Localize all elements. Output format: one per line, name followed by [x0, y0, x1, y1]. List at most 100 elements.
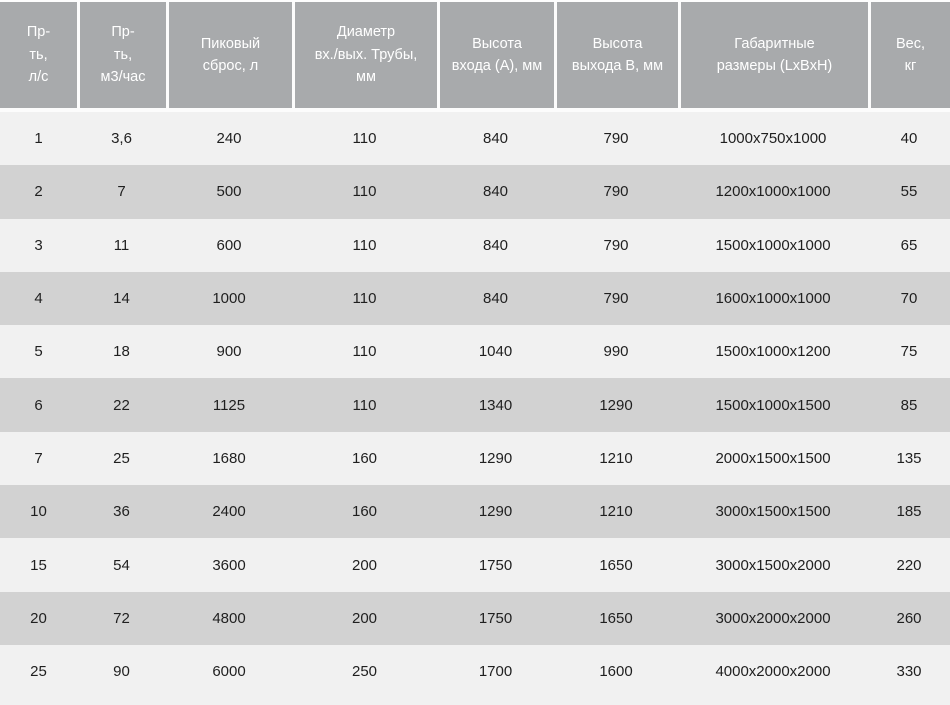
table-row: 7 25 1680 160 1290 1210 2000x1500x1500 135	[0, 431, 950, 486]
cell: 990	[603, 343, 629, 361]
cell: 55	[900, 183, 918, 201]
cell: 1210	[599, 449, 633, 467]
cell: 185	[896, 503, 922, 521]
cell: 330	[896, 663, 922, 681]
cell: 85	[900, 396, 918, 414]
cell: 2000x1500x1500	[715, 449, 831, 467]
cell: 1125	[212, 396, 246, 414]
cell: 1680	[212, 449, 246, 467]
header-cell-6: Габаритные размеры (LxBxH)	[678, 2, 868, 108]
table-row: 6 22 1125 110 1340 1290 1500x1000x1500 85	[0, 378, 950, 432]
cell: 5	[34, 343, 43, 361]
cell: 900	[216, 343, 242, 361]
table-row: 3 11 600 110 840 790 1500x1000x1000 65	[0, 218, 950, 272]
cell: 240	[216, 130, 242, 148]
table-body: 1 3,6 240 110 840 790 1000x750x1000 40 2 7 500 110 8…	[0, 112, 950, 705]
cell: 840	[482, 236, 509, 254]
cell: 110	[352, 130, 377, 148]
header-cell-3: Диаметр вх./вых. Трубы, мм	[292, 2, 437, 108]
cell: 790	[603, 236, 629, 254]
cell: 3000x2000x2000	[715, 609, 831, 627]
cell: 10	[30, 503, 47, 521]
table-row: 1 3,6 240 110 840 790 1000x750x1000 40	[0, 112, 950, 166]
table-row: 15 54 3600 200 1750 1650 3000x1500x2000 220	[0, 538, 950, 592]
cell: 25	[113, 449, 130, 467]
header-cell-5: Высота выхода В, мм	[554, 2, 678, 108]
cell: 7	[117, 183, 126, 201]
cell: 14	[113, 290, 130, 308]
cell: 110	[352, 290, 377, 308]
cell: 1000	[212, 290, 246, 308]
cell: 25	[30, 663, 47, 681]
cell: 110	[352, 343, 377, 361]
header-cell-1: Пр- ть, м3/час	[77, 2, 166, 108]
cell: 4800	[212, 609, 246, 627]
cell: 2	[34, 183, 43, 201]
cell: 3000x1500x2000	[715, 556, 831, 574]
cell: 110	[352, 183, 377, 201]
cell: 260	[896, 609, 922, 627]
table-header-row: Пр- ть, л/с Пр- ть, м3/час Пиковый сброс, …	[0, 2, 950, 108]
cell: 600	[216, 236, 242, 254]
cell: 840	[482, 183, 509, 201]
table-row: 5 18 900 110 1040 990 1500x1000x1200 75	[0, 325, 950, 379]
cell: 70	[900, 290, 918, 308]
cell: 200	[351, 556, 378, 574]
cell: 3	[34, 236, 43, 254]
cell: 2400	[212, 503, 246, 521]
cell: 3000x1500x1500	[715, 503, 831, 521]
cell: 11	[113, 236, 130, 254]
table-row: 10 36 2400 160 1290 1210 3000x1500x1500 185	[0, 485, 950, 539]
cell: 22	[113, 396, 130, 414]
cell: 15	[30, 556, 47, 574]
cell: 1000x750x1000	[719, 130, 827, 148]
cell: 790	[603, 290, 629, 308]
cell: 1650	[599, 556, 633, 574]
cell: 75	[900, 343, 918, 361]
cell: 1500x1000x1200	[715, 343, 831, 361]
cell: 840	[482, 290, 509, 308]
header-cell-4: Высота входа (А), мм	[437, 2, 554, 108]
table-row: 25 90 6000 250 1700 1600 4000x2000x2000 330	[0, 644, 950, 699]
cell: 1290	[599, 396, 633, 414]
cell: 840	[482, 130, 509, 148]
cell: 6	[34, 396, 43, 414]
cell: 160	[351, 503, 378, 521]
header-cell-0: Пр- ть, л/с	[0, 2, 77, 108]
cell: 110	[352, 236, 377, 254]
cell: 220	[896, 556, 922, 574]
cell: 3,6	[111, 130, 132, 148]
cell: 4	[34, 290, 43, 308]
cell: 3600	[212, 556, 246, 574]
cell: 6000	[212, 663, 246, 681]
cell: 1290	[478, 503, 513, 521]
cell: 1500x1000x1000	[715, 236, 831, 254]
cell: 40	[900, 130, 918, 148]
cell: 4000x2000x2000	[715, 663, 831, 681]
header-cell-2: Пиковый сброс, л	[166, 2, 292, 108]
table-row: 4 14 1000 110 840 790 1600x1000x1000 70	[0, 271, 950, 326]
cell: 54	[113, 556, 130, 574]
table-row: 2 7 500 110 840 790 1200x1000x1000 55	[0, 165, 950, 219]
cell: 1700	[478, 663, 513, 681]
cell: 1210	[599, 503, 633, 521]
cell: 90	[113, 663, 130, 681]
header-divider	[0, 108, 950, 112]
cell: 20	[30, 609, 47, 627]
cell: 1	[34, 130, 43, 148]
cell: 110	[352, 396, 377, 414]
cell: 135	[896, 449, 922, 467]
cell: 65	[900, 236, 918, 254]
header-cell-7: Вес, кг	[868, 2, 950, 108]
cell: 1500x1000x1500	[715, 396, 831, 414]
cell: 1650	[599, 609, 633, 627]
cell: 160	[351, 449, 378, 467]
cell: 500	[216, 183, 242, 201]
cell: 1290	[478, 449, 513, 467]
cell: 1600x1000x1000	[715, 290, 831, 308]
cell: 200	[351, 609, 378, 627]
cell: 250	[351, 663, 378, 681]
cell: 18	[113, 343, 130, 361]
cell: 7	[34, 449, 43, 467]
